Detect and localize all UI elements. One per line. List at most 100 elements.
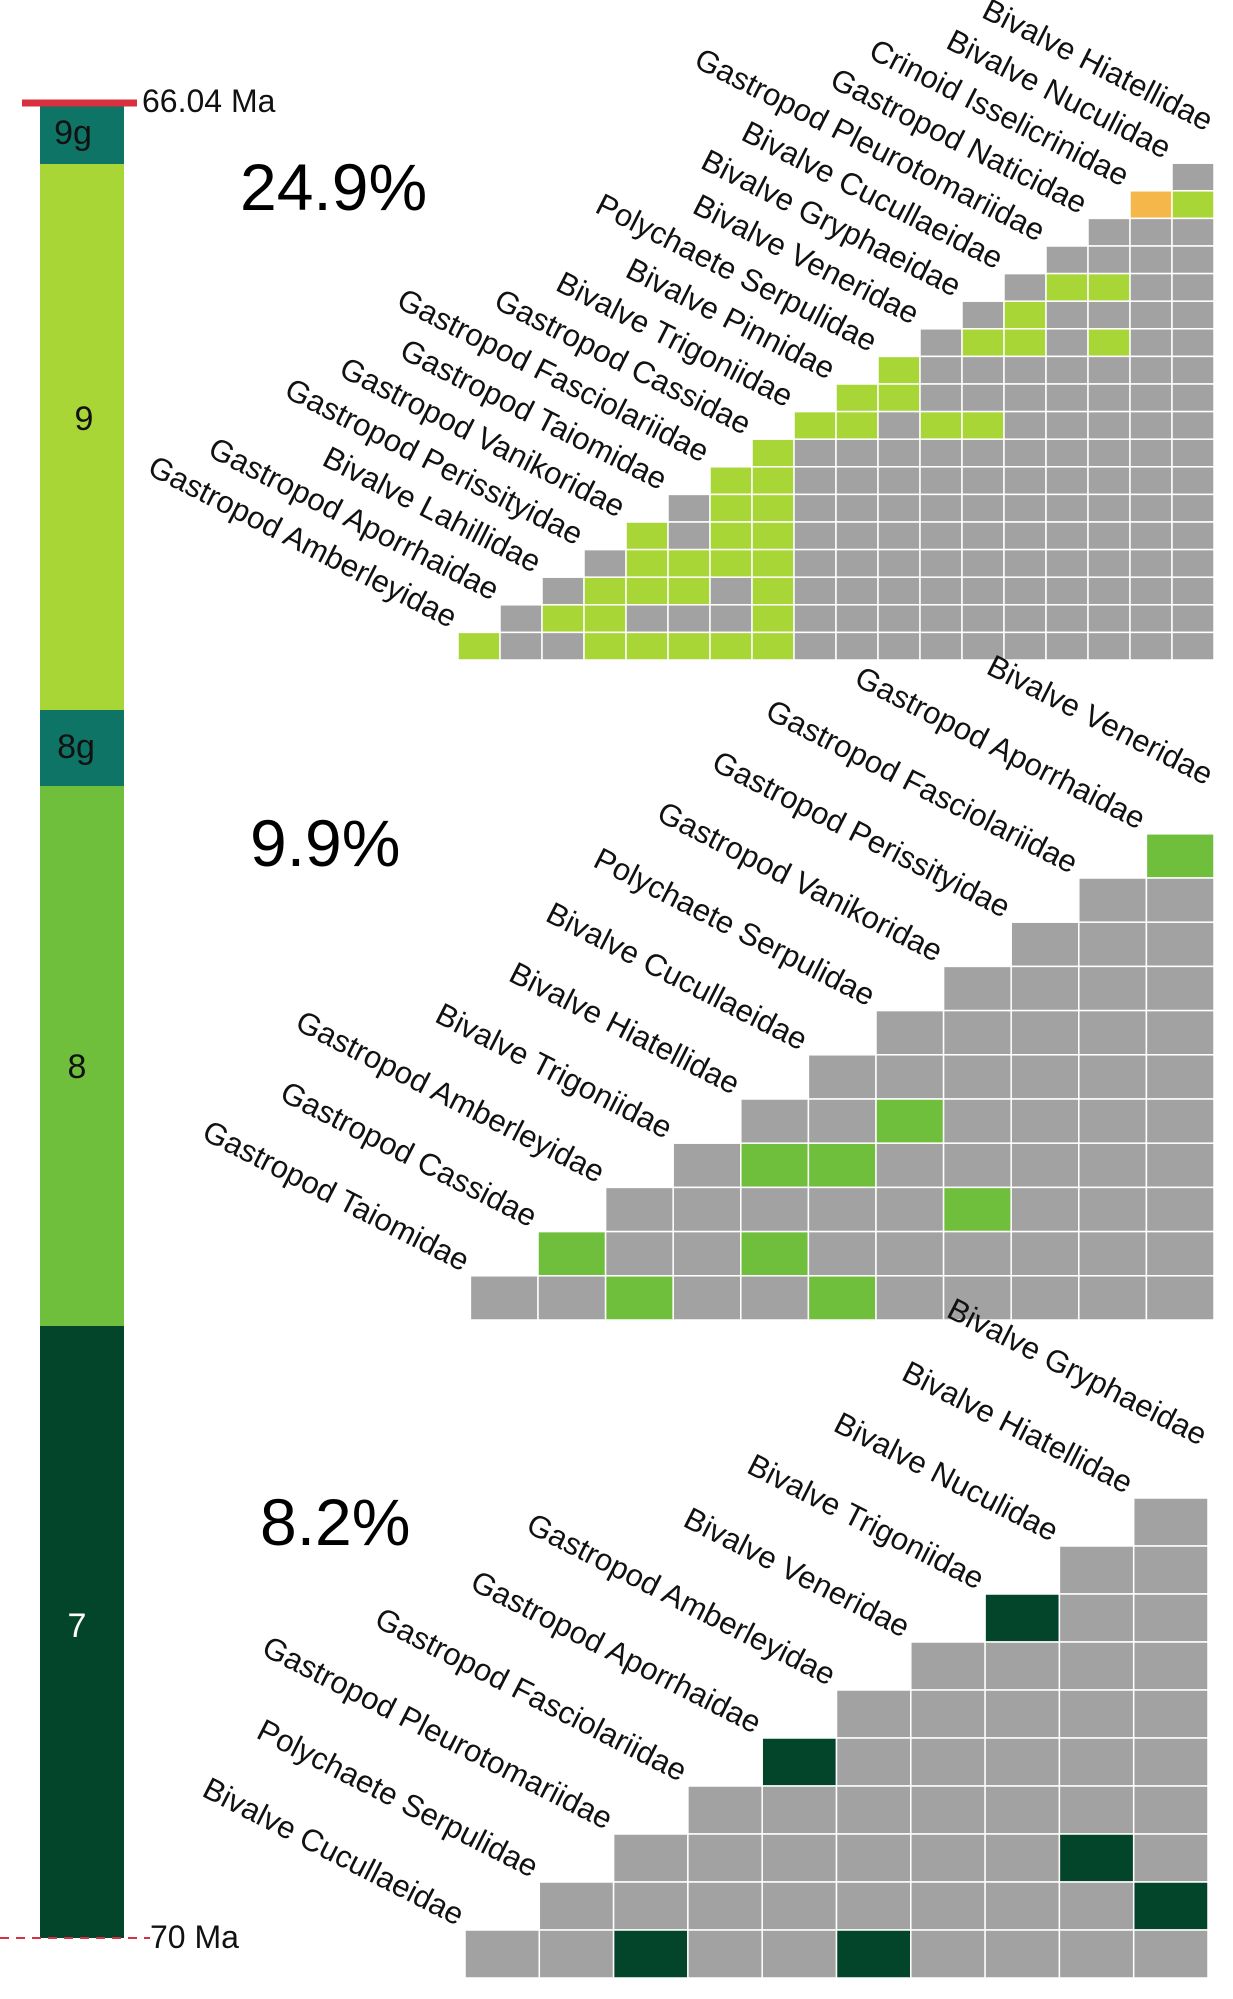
matrix-cell [1129, 217, 1173, 247]
matrix-cell [961, 576, 1005, 606]
matrix-cell [761, 1881, 838, 1931]
matrix-cell [961, 300, 1005, 330]
matrix-cell [807, 1142, 877, 1189]
matrix-cell [1145, 1275, 1215, 1321]
matrix-cell [942, 1054, 1012, 1100]
matrix-cell [667, 493, 711, 523]
matrix-cell [961, 466, 1005, 496]
matrix-cell [1132, 1641, 1209, 1691]
matrix-cell [709, 631, 753, 661]
stratigraphic-column: 9g 9 8g 8 7 66.04 Ma 70 Ma [0, 83, 276, 1955]
matrix-cell [537, 1230, 607, 1277]
matrix-cell [1129, 272, 1173, 302]
matrix-cell [877, 383, 921, 413]
matrix-cell [919, 328, 963, 358]
matrix-cell [1145, 1142, 1215, 1189]
matrix-cell [793, 576, 837, 606]
matrix-cell [1078, 921, 1148, 968]
matrix-cell [1045, 521, 1089, 551]
matrix-cell [1058, 1689, 1135, 1739]
matrix-cell [1145, 1230, 1215, 1277]
matrix-cell [1129, 438, 1173, 468]
matrix-cell [1003, 272, 1047, 302]
matrix-cell [1132, 1689, 1209, 1739]
matrix-cell [875, 1186, 945, 1233]
matrix-cell [1145, 1009, 1215, 1056]
matrix-cell [1045, 576, 1089, 606]
matrix-cell [1129, 355, 1173, 385]
matrix-cell [877, 548, 921, 578]
panel-2-percent: 9.9% [250, 806, 400, 880]
matrix-cell [709, 604, 753, 634]
matrix-cell [835, 438, 879, 468]
panel-1-percent: 24.9% [240, 150, 427, 224]
matrix-cell [910, 1641, 986, 1691]
matrix-cell [835, 1833, 912, 1883]
matrix-cell [875, 1098, 945, 1144]
matrix-cell [919, 355, 963, 385]
matrix-cell [919, 521, 963, 551]
matrix-cell [1171, 245, 1215, 275]
matrix-cell [1087, 521, 1131, 551]
matrix-cell [583, 548, 627, 578]
matrix-cell [1087, 328, 1131, 358]
matrix-cell [625, 548, 669, 578]
matrix-cell [1045, 466, 1089, 496]
matrix-cell [835, 1689, 912, 1739]
matrix-cell [687, 1785, 763, 1835]
matrix-cell [1045, 604, 1089, 634]
matrix-cell [1171, 631, 1215, 661]
matrix-cell [877, 355, 921, 385]
matrix-cell [1045, 300, 1089, 330]
matrix-cell [740, 1186, 810, 1233]
matrix-cell [793, 548, 837, 578]
zone-9-block [40, 164, 124, 710]
matrix-cell [1129, 521, 1173, 551]
matrix-cell [1171, 521, 1215, 551]
matrix-cell [667, 521, 711, 551]
matrix-cell [1078, 1009, 1148, 1056]
matrix-cell [1171, 383, 1215, 413]
matrix-cell [1145, 965, 1215, 1012]
matrix-cell [1145, 1098, 1215, 1144]
matrix-cell [1003, 604, 1047, 634]
matrix-cell [793, 438, 837, 468]
matrix-cell [984, 1929, 1061, 1979]
zone-7-block [40, 1326, 124, 1938]
matrix-cell [919, 383, 963, 413]
matrix-cell [910, 1737, 986, 1787]
zone-label-9: 9 [75, 400, 94, 438]
taxon-label: Bivalve Cucullaeidae [541, 895, 813, 1057]
matrix-cell [1129, 300, 1173, 330]
matrix-cell [1171, 300, 1215, 330]
matrix-cell [1087, 548, 1131, 578]
matrix-cell [1171, 328, 1215, 358]
matrix-cell [541, 604, 585, 634]
matrix-cell [942, 965, 1012, 1012]
matrix-cell [604, 1230, 674, 1277]
matrix-cell [877, 466, 921, 496]
matrix-cell [612, 1929, 689, 1979]
matrix-cell [919, 548, 963, 578]
matrix-cell [667, 548, 711, 578]
matrix-cell [1003, 576, 1047, 606]
zone-label-8g: 8g [57, 728, 95, 766]
matrix-cell [672, 1186, 742, 1233]
matrix-cell [1010, 1054, 1080, 1100]
matrix-cell [1045, 383, 1089, 413]
matrix-cell [1010, 1186, 1080, 1233]
matrix-cell [919, 410, 963, 440]
matrix-cell [687, 1833, 763, 1883]
panel-3-percent: 8.2% [260, 1485, 410, 1559]
matrix-cell [1132, 1833, 1209, 1883]
matrix-cell [1087, 217, 1131, 247]
matrix-cell [984, 1641, 1061, 1691]
matrix-cell [1129, 410, 1173, 440]
matrix-cell [1129, 576, 1173, 606]
matrix-cell [612, 1833, 689, 1883]
matrix-cell [1171, 548, 1215, 578]
matrix-cell [984, 1689, 1061, 1739]
matrix-cell [910, 1833, 986, 1883]
